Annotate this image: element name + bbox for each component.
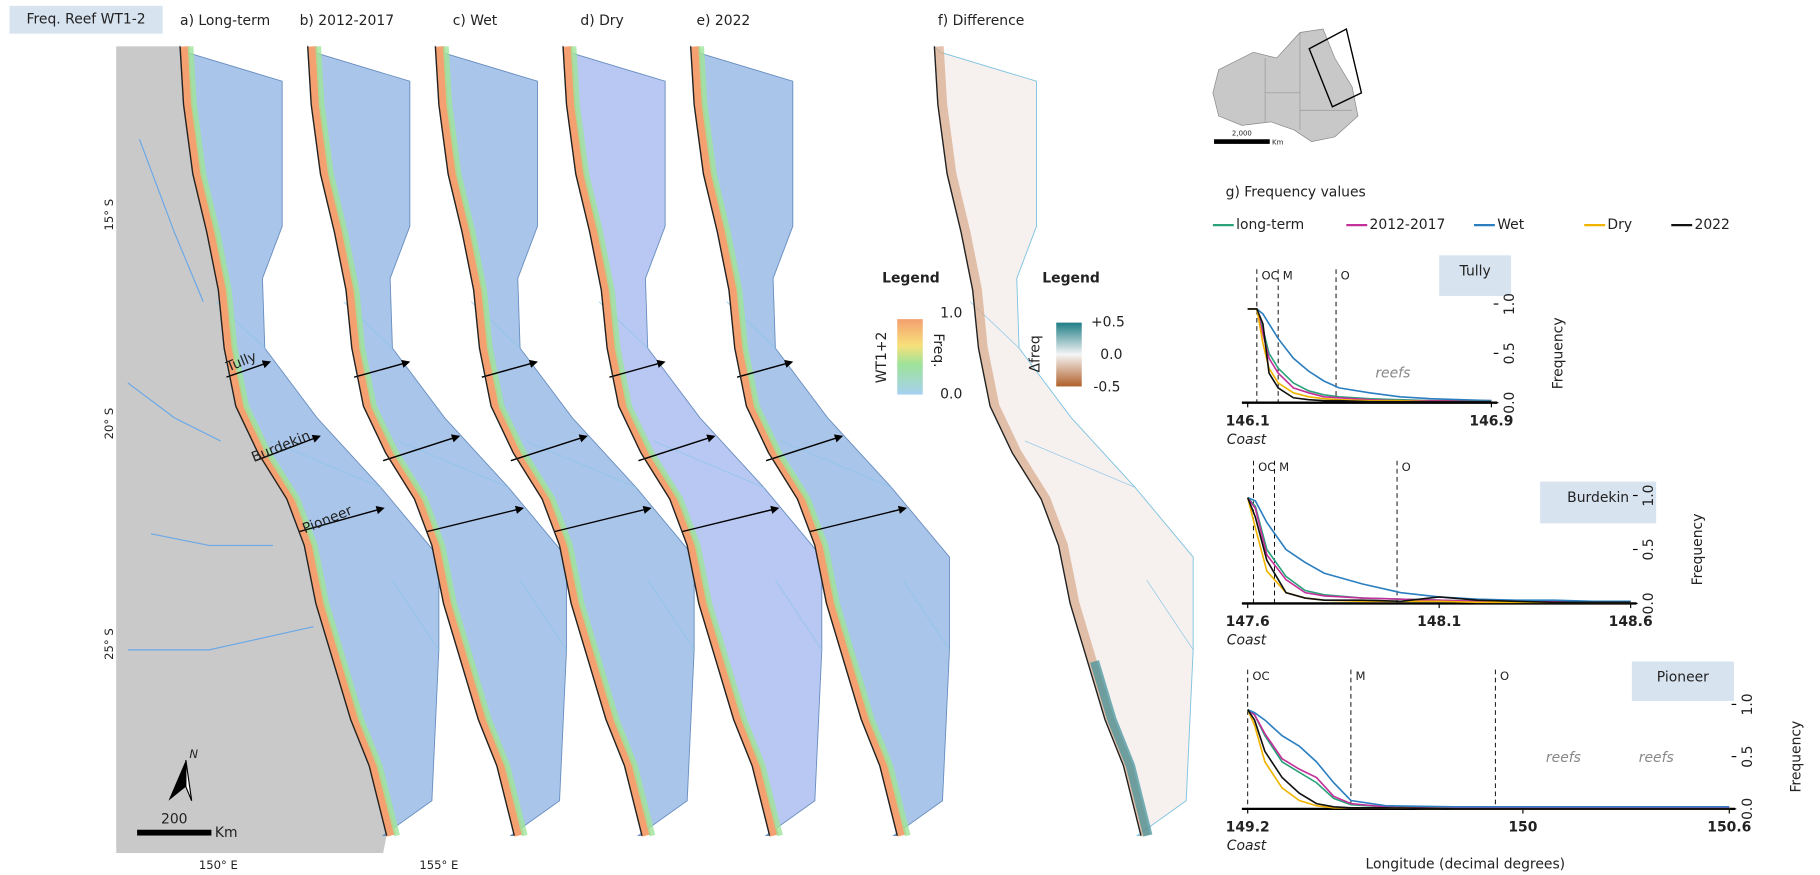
header-title: Freq. Reef WT1-2	[27, 12, 146, 28]
legend-mid: 0.0	[1100, 347, 1122, 363]
panel-title: f) Difference	[938, 13, 1024, 29]
legend-title: Legend	[1042, 271, 1100, 287]
y-tick-label: 0.5	[1740, 746, 1756, 768]
page: { "header": {"title": "Freq. Reef WT1-2"…	[0, 0, 1820, 875]
legend-min: -0.5	[1093, 380, 1120, 396]
scale-bar	[137, 830, 211, 836]
legend-min: 0.0	[940, 387, 962, 403]
charts-title: g) Frequency values	[1226, 185, 1366, 201]
x-tick-label: 148.1	[1417, 614, 1461, 630]
legend-name: Δfreq	[1027, 335, 1043, 372]
x-tick-label: 147.6	[1226, 614, 1270, 630]
scale-label: 200	[161, 811, 188, 827]
x-tick-label: 146.1	[1226, 413, 1270, 429]
north-label: N	[189, 747, 198, 761]
legend-max: 1.0	[940, 305, 962, 321]
legend-label: 2022	[1694, 217, 1729, 233]
y-tick-label: 0.0	[1641, 592, 1657, 614]
zone-marker-label: O	[1402, 460, 1411, 474]
panel-title: d) Dry	[580, 13, 623, 29]
zone-marker-label: OC	[1261, 269, 1278, 283]
legend-title: Legend	[882, 271, 940, 287]
legend-quantity: Freq.	[930, 333, 946, 367]
legend-label: long-term	[1236, 217, 1304, 233]
annotation: reefs	[1375, 366, 1410, 382]
y-tick-label: 1.0	[1502, 293, 1518, 315]
panel-title: a) Long-term	[180, 13, 270, 29]
chart-title: Burdekin	[1567, 490, 1629, 506]
lon-label: 155° E	[419, 858, 458, 872]
y-tick-label: 0.0	[1502, 392, 1518, 414]
inset-scale-unit: Km	[1272, 139, 1284, 147]
x-tick-label: 146.9	[1469, 413, 1513, 429]
x-tick-label: 149.2	[1226, 819, 1270, 835]
lat-label: 15° S	[102, 199, 116, 231]
y-axis-label: Frequency	[1690, 514, 1706, 586]
panel-title: e) 2022	[696, 13, 750, 29]
zone-marker-label: O	[1341, 269, 1350, 283]
inset-scale-label: 2,000	[1232, 129, 1252, 137]
scale-unit: Km	[215, 825, 238, 841]
zone-marker-label: M	[1283, 269, 1293, 283]
chart-title: Tully	[1459, 264, 1491, 280]
zone-marker-label: M	[1356, 669, 1366, 683]
legend-label: Wet	[1497, 217, 1524, 233]
zone-marker-label: M	[1279, 460, 1289, 474]
y-tick-label: 0.5	[1502, 342, 1518, 364]
lat-label: 25° S	[102, 628, 116, 660]
y-tick-label: 1.0	[1641, 484, 1657, 506]
annotation: reefs	[1639, 750, 1674, 766]
lon-label: 150° E	[199, 858, 238, 872]
y-tick-label: 1.0	[1740, 693, 1756, 715]
x-tick-label: 148.6	[1609, 614, 1653, 630]
x-start-label: Coast	[1227, 838, 1267, 854]
legend-colorbar	[1056, 323, 1082, 387]
y-axis-label: Frequency	[1551, 317, 1567, 389]
zone-marker-label: OC	[1258, 460, 1275, 474]
legend-colorbar	[897, 319, 923, 394]
y-axis-label: Frequency	[1789, 721, 1805, 793]
legend-label: Dry	[1607, 217, 1632, 233]
panel-title: b) 2012-2017	[300, 13, 394, 29]
y-tick-label: 0.0	[1740, 798, 1756, 820]
y-tick-label: 0.5	[1641, 538, 1657, 560]
x-tick-label: 150.6	[1707, 819, 1751, 835]
zone-marker-label: OC	[1252, 669, 1269, 683]
x-axis-label: Longitude (decimal degrees)	[1365, 857, 1565, 873]
x-start-label: Coast	[1227, 633, 1267, 649]
x-start-label: Coast	[1227, 432, 1267, 448]
legend-name: WT1+2	[874, 332, 890, 384]
lat-label: 20° S	[102, 408, 116, 440]
legend-label: 2012-2017	[1370, 217, 1446, 233]
chart-title: Pioneer	[1657, 670, 1709, 686]
annotation: reefs	[1546, 750, 1581, 766]
zone-marker-label: O	[1500, 669, 1509, 683]
x-tick-label: 150	[1508, 819, 1537, 835]
inset-scale-bar	[1214, 139, 1270, 144]
legend-max: +0.5	[1091, 315, 1125, 331]
figure: a) Long-term b) 2012-2017 c) Wet d) Dry e) 2…	[0, 0, 1820, 875]
panel-title: c) Wet	[453, 13, 498, 29]
